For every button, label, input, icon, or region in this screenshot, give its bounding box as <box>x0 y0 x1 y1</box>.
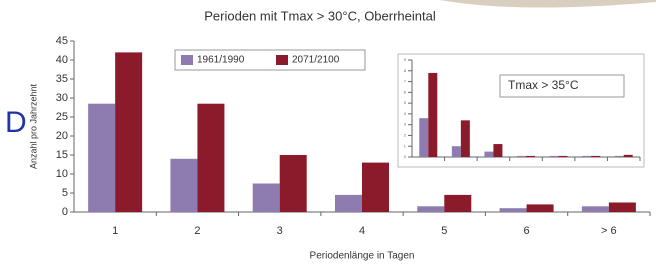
bar <box>591 156 600 157</box>
legend-label: 2071/2100 <box>292 55 340 66</box>
bar <box>335 195 362 212</box>
y-axis-label: Anzahl pro Jahrzehnt <box>28 83 38 169</box>
x-tick-label: 4 <box>359 225 365 237</box>
bar <box>582 156 591 157</box>
bar <box>444 195 471 212</box>
bar <box>253 184 280 213</box>
bar <box>280 155 307 212</box>
y-tick-label: 40 <box>56 54 68 66</box>
y-tick-label: 20 <box>56 130 68 142</box>
y-tick-label: 5 <box>62 187 68 199</box>
x-tick-label: 3 <box>277 225 283 237</box>
y-tick-label: 15 <box>56 149 68 161</box>
y-tick-label: 25 <box>56 111 68 123</box>
bar <box>609 203 636 213</box>
x-tick-label: 5 <box>441 225 447 237</box>
bar <box>170 159 197 212</box>
y-tick-label: 45 <box>56 35 68 47</box>
bar <box>88 104 115 212</box>
bar <box>615 156 624 157</box>
legend-label: 1961/1990 <box>197 55 245 66</box>
bar <box>527 204 554 212</box>
y-tick-label: 30 <box>56 92 68 104</box>
bar <box>197 104 224 212</box>
x-tick-label: 6 <box>524 225 530 237</box>
x-tick-label: > 6 <box>601 225 617 237</box>
bar <box>493 144 502 157</box>
bar <box>115 52 142 212</box>
side-glyph: D <box>5 106 27 139</box>
bar <box>500 208 527 212</box>
y-tick-label: 10 <box>56 168 68 180</box>
bar <box>417 206 444 212</box>
bar <box>559 156 568 157</box>
bar <box>484 152 493 157</box>
legend-swatch <box>181 55 193 65</box>
bar <box>419 118 428 157</box>
bar <box>550 156 559 157</box>
annotation: Tmax > 35°C <box>508 78 579 92</box>
bar <box>517 156 526 157</box>
y-tick-label: 0 <box>62 206 68 218</box>
bar <box>582 206 609 212</box>
x-axis-label: Periodenlänge in Tagen <box>310 251 415 262</box>
bar <box>452 146 461 157</box>
chart-title: Perioden mit Tmax > 30°C, Oberrheintal <box>204 8 436 23</box>
bar <box>526 156 535 157</box>
legend-swatch <box>276 55 288 65</box>
chart: D 051015202530354045123456> 6Perioden mi… <box>0 0 656 266</box>
x-tick-label: 2 <box>194 225 200 237</box>
bar <box>362 163 389 212</box>
bar <box>624 155 633 157</box>
bar <box>428 73 437 157</box>
x-tick-label: 1 <box>112 225 118 237</box>
y-tick-label: 35 <box>56 73 68 85</box>
bar <box>461 120 470 157</box>
